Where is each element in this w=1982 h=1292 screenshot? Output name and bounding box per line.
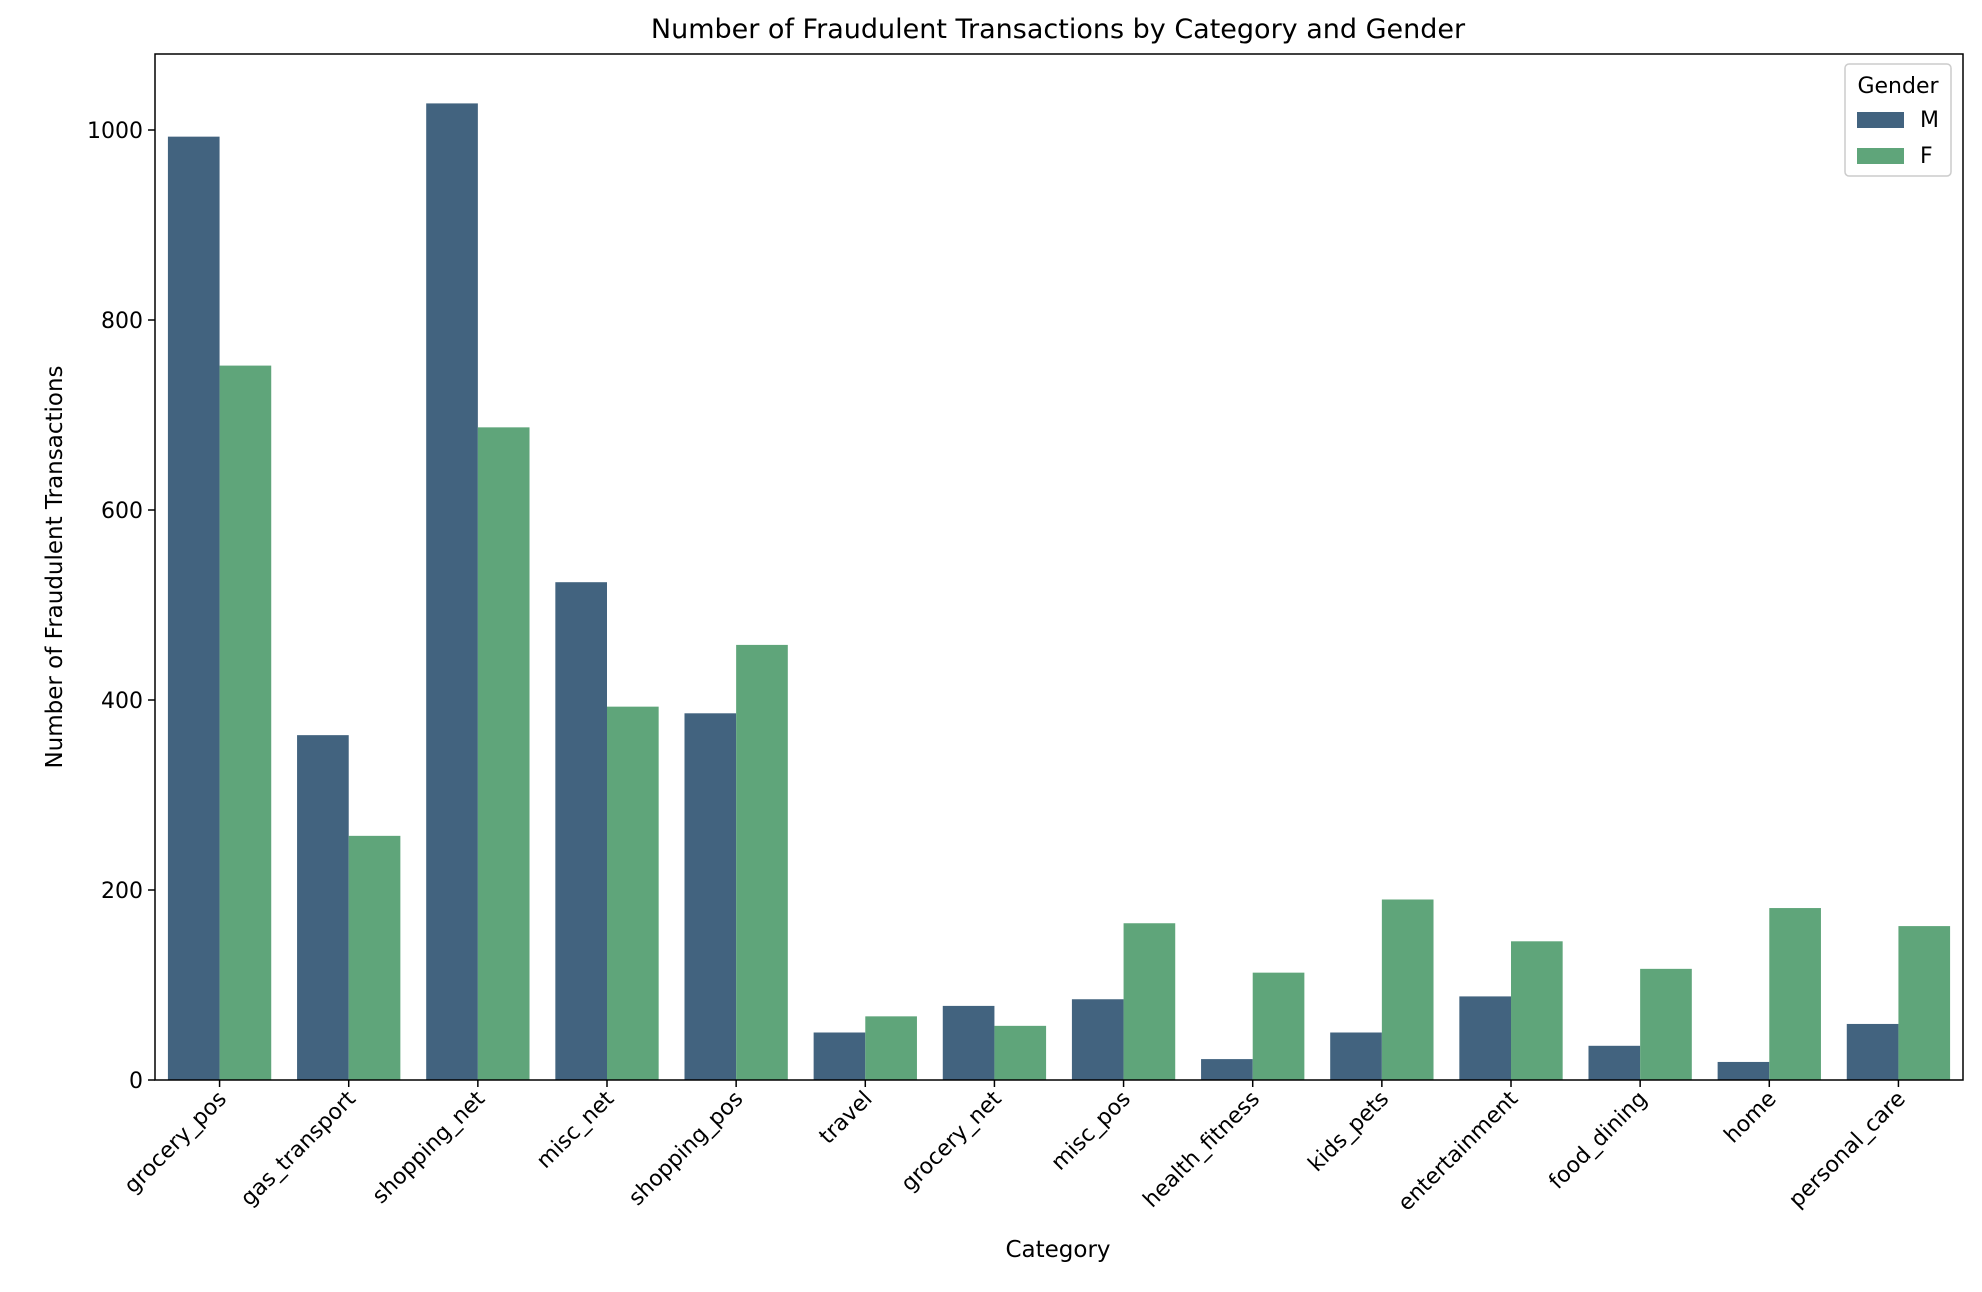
y-tick-label: 0 [129, 1069, 143, 1094]
legend-swatch-F [1857, 148, 1904, 164]
bar-F-shopping_net [477, 427, 530, 1081]
bar-M-shopping_net [426, 103, 478, 1080]
bar-M-shopping_pos [684, 713, 737, 1080]
bar-F-grocery_pos [219, 365, 272, 1081]
x-tick-label: health_fitness [1139, 1087, 1265, 1213]
bar-M-kids_pets [1330, 1032, 1382, 1080]
bar-M-gas_transport [297, 735, 349, 1080]
bar-F-personal_care [1898, 926, 1951, 1080]
x-tick-label: home [1720, 1087, 1782, 1149]
legend-label-F: F [1920, 144, 1933, 169]
bar-M-food_dining [1588, 1045, 1641, 1080]
x-tick-label: travel [815, 1087, 878, 1150]
y-tick-label: 200 [101, 879, 143, 904]
bar-F-kids_pets [1381, 899, 1434, 1080]
bar-F-gas_transport [348, 835, 401, 1080]
x-axis-label: Category [1005, 1237, 1110, 1263]
bars-layer [167, 103, 1951, 1081]
plot-frame [154, 53, 1964, 1081]
legend: Gender MF [1844, 63, 1952, 177]
bar-M-misc_pos [1071, 999, 1124, 1080]
y-tick-label: 800 [101, 309, 143, 334]
legend-label-M: M [1920, 108, 1939, 133]
bar-F-grocery_net [994, 1025, 1047, 1080]
bar-M-grocery_pos [167, 136, 220, 1080]
x-axis: grocery_pos gas_transport shopping_net misc… [120, 1080, 1911, 1216]
x-tick-label: misc_pos [1047, 1087, 1136, 1176]
bar-F-entertainment [1511, 941, 1563, 1080]
x-tick-label: shopping_pos [624, 1087, 748, 1211]
chart-title: Number of Fraudulent Transactions by Cat… [651, 14, 1466, 45]
bar-M-entertainment [1459, 996, 1511, 1080]
legend-title: Gender [1857, 74, 1939, 99]
bar-M-personal_care [1846, 1023, 1899, 1080]
x-tick-label: misc_net [532, 1086, 619, 1173]
bar-F-shopping_pos [736, 644, 788, 1080]
x-tick-label: kids_pets [1304, 1087, 1394, 1177]
bar-M-health_fitness [1201, 1059, 1253, 1080]
bar-F-travel [865, 1016, 917, 1080]
x-tick-label: grocery_net [897, 1086, 1007, 1196]
bar-M-home [1717, 1061, 1770, 1080]
bar-M-misc_net [555, 582, 607, 1080]
y-tick-label: 1000 [87, 119, 143, 144]
bar-F-misc_net [607, 706, 659, 1080]
bar-M-travel [813, 1032, 866, 1080]
y-tick-label: 600 [101, 499, 143, 524]
bar-F-misc_pos [1123, 923, 1176, 1080]
x-tick-label: gas_transport [236, 1086, 361, 1211]
x-tick-label: grocery_pos [120, 1087, 232, 1199]
x-tick-label: shopping_net [368, 1086, 491, 1209]
x-tick-label: personal_care [1784, 1087, 1910, 1213]
legend-swatch-M [1857, 112, 1904, 128]
legend-items: MF [1857, 108, 1939, 169]
bar-F-health_fitness [1252, 972, 1305, 1080]
x-tick-label: food_dining [1544, 1087, 1652, 1195]
x-tick-label: entertainment [1394, 1086, 1524, 1216]
y-axis-label: Number of Fraudulent Transactions [42, 365, 68, 768]
y-axis: 0 200 400 600 800 1000 [87, 119, 155, 1094]
bar-F-home [1769, 908, 1821, 1080]
bar-F-food_dining [1640, 968, 1692, 1080]
bar-M-grocery_net [942, 1005, 995, 1080]
y-tick-label: 400 [101, 689, 143, 714]
